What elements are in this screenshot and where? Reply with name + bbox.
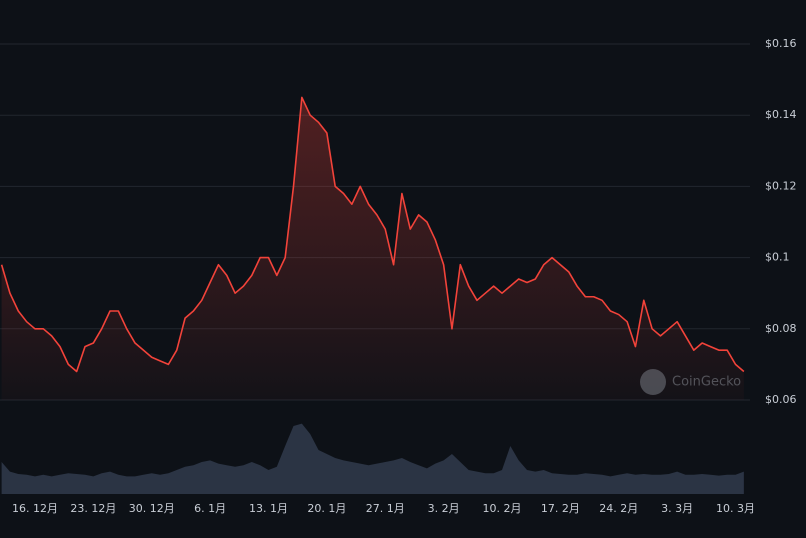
y-tick-label: $0.12: [765, 179, 797, 192]
watermark-text: CoinGecko: [672, 375, 741, 390]
x-tick-label: 24. 2月: [599, 502, 638, 515]
x-tick-label: 6. 1月: [194, 502, 226, 515]
watermark-logo: [640, 369, 666, 395]
y-tick-label: $0.06: [765, 393, 797, 406]
watermark: CoinGecko: [640, 369, 741, 395]
price-line: [0, 96, 745, 373]
x-tick-label: 3. 3月: [661, 502, 693, 515]
y-tick-label: $0.16: [765, 37, 797, 50]
x-tick-label: 20. 1月: [307, 502, 346, 515]
x-tick-label: 17. 2月: [541, 502, 580, 515]
x-tick-label: 13. 1月: [249, 502, 288, 515]
volume-area: [1, 423, 744, 494]
x-tick-label: 16. 12月: [12, 502, 58, 515]
x-tick-label: 3. 2月: [428, 502, 460, 515]
y-tick-label: $0.1: [765, 251, 790, 264]
y-tick-label: $0.14: [765, 108, 797, 121]
x-tick-label: 27. 1月: [366, 502, 405, 515]
x-tick-label: 30. 12月: [129, 502, 175, 515]
x-tick-label: 23. 12月: [70, 502, 116, 515]
x-tick-label: 10. 2月: [483, 502, 522, 515]
x-tick-label: 10. 3月: [716, 502, 755, 515]
y-tick-label: $0.08: [765, 322, 797, 335]
price-area: [1, 97, 744, 401]
